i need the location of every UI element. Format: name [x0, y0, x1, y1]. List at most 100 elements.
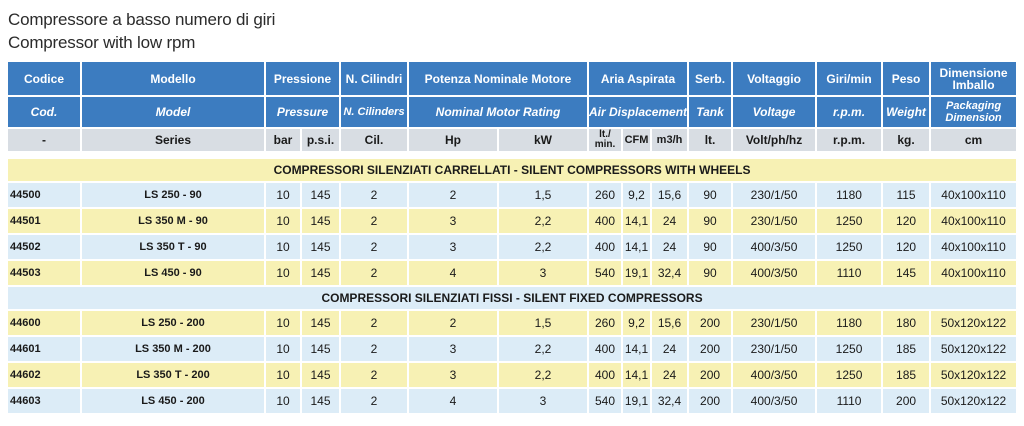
cell: 230/1/50 [733, 337, 816, 361]
unit-cell: bar [266, 129, 300, 151]
cell: 32,4 [652, 261, 688, 285]
header-cell: Pressione [266, 62, 339, 95]
cell: 19,1 [623, 389, 650, 413]
cell: 120 [883, 235, 930, 259]
unit-cell: Cil. [341, 129, 407, 151]
cell-model: LS 350 M - 200 [82, 337, 264, 361]
unit-cell: cm [931, 129, 1017, 151]
header-cell: Cod. [8, 97, 80, 127]
cell: 10 [266, 389, 300, 413]
cell-code: 44602 [8, 363, 80, 387]
cell: 40x100x110 [931, 209, 1017, 233]
unit-cell: lt. [689, 129, 732, 151]
header-cell: Packaging Dimension [931, 97, 1017, 127]
cell: 10 [266, 235, 300, 259]
cell: 120 [883, 209, 930, 233]
cell: 2 [341, 389, 407, 413]
cell: 14,1 [623, 235, 650, 259]
cell: 19,1 [623, 261, 650, 285]
header-cell: Voltage [733, 97, 816, 127]
unit-cell: kW [499, 129, 587, 151]
header-cell: Potenza Nominale Motore [409, 62, 587, 95]
cell: 400/3/50 [733, 389, 816, 413]
cell: 145 [302, 235, 339, 259]
cell-code: 44601 [8, 337, 80, 361]
compressor-spec-table: Codice Modello Pressione N. Cilindri Pot… [6, 60, 1018, 415]
table-row: 44603 LS 450 - 200 10 145 2 4 3 540 19,1… [8, 389, 1017, 413]
cell-code: 44500 [8, 183, 80, 207]
header-cell: N. Cilinders [341, 97, 407, 127]
title-english: Compressor with low rpm [8, 33, 196, 52]
unit-cell: Hp [409, 129, 497, 151]
cell: 400/3/50 [733, 363, 816, 387]
cell: 200 [689, 337, 732, 361]
cell: 3 [409, 363, 497, 387]
cell: 90 [689, 261, 732, 285]
cell: 3 [499, 261, 587, 285]
cell: 24 [652, 235, 688, 259]
cell: 10 [266, 209, 300, 233]
cell: 200 [689, 363, 732, 387]
cell: 40x100x110 [931, 235, 1017, 259]
cell: 4 [409, 389, 497, 413]
cell: 2 [341, 261, 407, 285]
table-row: 44601 LS 350 M - 200 10 145 2 3 2,2 400 … [8, 337, 1017, 361]
cell: 1,5 [499, 311, 587, 335]
cell: 10 [266, 261, 300, 285]
cell: 145 [302, 337, 339, 361]
table-row: 44502 LS 350 T - 90 10 145 2 3 2,2 400 1… [8, 235, 1017, 259]
cell: 2,2 [499, 235, 587, 259]
header-cell: Pressure [266, 97, 339, 127]
section-title-row: COMPRESSORI SILENZIATI FISSI - SILENT FI… [8, 287, 1017, 309]
header-cell: Codice [8, 62, 80, 95]
header-cell: N. Cilindri [341, 62, 407, 95]
cell: 1,5 [499, 183, 587, 207]
section-title: COMPRESSORI SILENZIATI CARRELLATI - SILE… [8, 159, 1017, 181]
cell: 2 [409, 183, 497, 207]
cell-model: LS 250 - 200 [82, 311, 264, 335]
cell: 3 [409, 337, 497, 361]
cell: 1110 [817, 389, 882, 413]
cell-model: LS 450 - 200 [82, 389, 264, 413]
cell-code: 44502 [8, 235, 80, 259]
cell: 3 [409, 209, 497, 233]
table-row: 44503 LS 450 - 90 10 145 2 4 3 540 19,1 … [8, 261, 1017, 285]
unit-cell: kg. [883, 129, 930, 151]
cell: 200 [689, 311, 732, 335]
cell: 260 [589, 311, 621, 335]
cell: 145 [302, 183, 339, 207]
cell: 1250 [817, 235, 882, 259]
cell: 2 [341, 183, 407, 207]
header-cell: Dimensione Imballo [931, 62, 1017, 95]
cell: 145 [302, 389, 339, 413]
cell: 1110 [817, 261, 882, 285]
unit-cell: Series [82, 129, 264, 151]
cell: 230/1/50 [733, 311, 816, 335]
cell: 400/3/50 [733, 235, 816, 259]
title-italian: Compressore a basso numero di giri [8, 10, 276, 29]
unit-cell: m3/h [652, 129, 688, 151]
cell: 3 [499, 389, 587, 413]
cell: 4 [409, 261, 497, 285]
cell: 50x120x122 [931, 311, 1017, 335]
unit-cell: - [8, 129, 80, 151]
unit-cell: p.s.i. [302, 129, 339, 151]
header-cell: Air Displacement [589, 97, 688, 127]
table-row: 44600 LS 250 - 200 10 145 2 2 1,5 260 9,… [8, 311, 1017, 335]
cell-code: 44600 [8, 311, 80, 335]
header-row-english: Cod. Model Pressure N. Cilinders Nominal… [8, 97, 1017, 127]
section-title-row: COMPRESSORI SILENZIATI CARRELLATI - SILE… [8, 159, 1017, 181]
cell: 2 [341, 311, 407, 335]
cell: 185 [883, 337, 930, 361]
header-cell: Aria Aspirata [589, 62, 688, 95]
cell: 180 [883, 311, 930, 335]
cell: 14,1 [623, 337, 650, 361]
header-cell: Weight [883, 97, 930, 127]
cell: 15,6 [652, 311, 688, 335]
cell: 145 [883, 261, 930, 285]
header-cell: Tank [689, 97, 732, 127]
cell: 1180 [817, 311, 882, 335]
header-cell: Giri/min [817, 62, 882, 95]
unit-cell: CFM [623, 129, 650, 151]
cell: 1250 [817, 337, 882, 361]
